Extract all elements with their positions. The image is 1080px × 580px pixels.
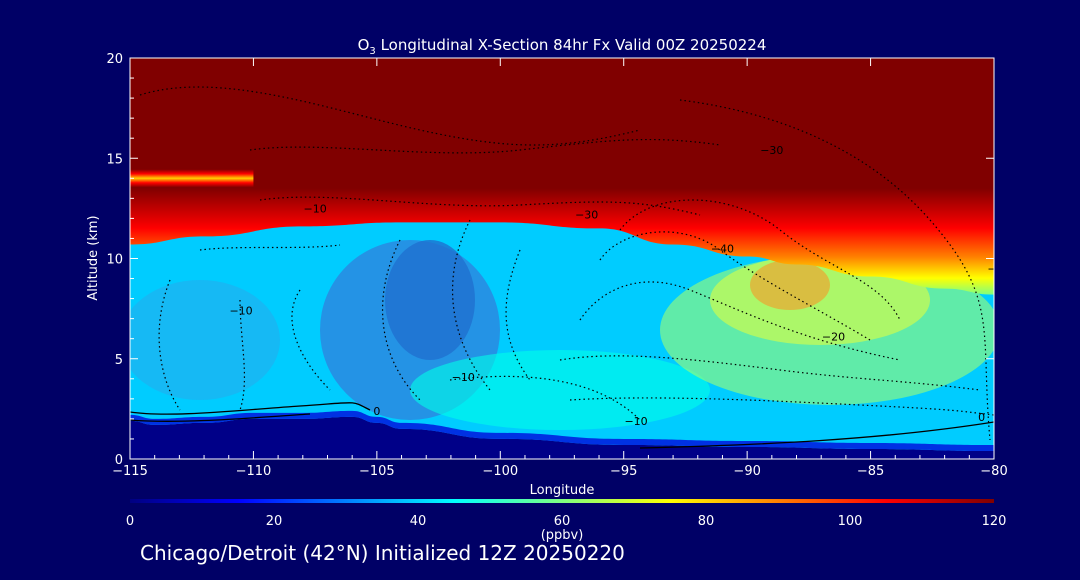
stratosphere-region bbox=[130, 58, 994, 295]
contour-line bbox=[452, 219, 491, 391]
east-orange bbox=[750, 260, 830, 310]
solid-contours bbox=[130, 402, 994, 449]
contour-line bbox=[130, 413, 311, 422]
lower-band bbox=[410, 350, 710, 430]
x-tick-label: −115 bbox=[112, 464, 148, 479]
contour-label: 0 bbox=[978, 411, 985, 424]
colorbar-tick-label: 60 bbox=[554, 514, 571, 529]
contour-line bbox=[259, 196, 701, 216]
x-tick-label: −95 bbox=[610, 464, 637, 479]
x-axis-label: Longitude bbox=[530, 483, 595, 498]
contour-label: −10 bbox=[229, 305, 252, 318]
stratospheric-intrusion bbox=[130, 169, 254, 188]
contour-line bbox=[639, 421, 994, 449]
contour-label: −10 bbox=[987, 263, 1010, 276]
contour-line bbox=[679, 99, 991, 441]
contour-line bbox=[559, 355, 981, 391]
y-tick-label: 10 bbox=[106, 253, 123, 268]
title-text: Longitudinal X-Section 84hr Fx Valid 00Z… bbox=[376, 36, 767, 54]
y-tick-label: 0 bbox=[115, 453, 123, 468]
colorbar-tick-label: 20 bbox=[266, 514, 283, 529]
contour-label: −10 bbox=[452, 371, 475, 384]
y-tick-label: 15 bbox=[106, 152, 123, 167]
contour-label: −10 bbox=[624, 415, 647, 428]
colorbar-tick-label: 80 bbox=[698, 514, 715, 529]
x-tick-label: −90 bbox=[733, 464, 760, 479]
colorbar-tick-label: 40 bbox=[410, 514, 427, 529]
y-tick-label: 20 bbox=[106, 52, 123, 67]
low-ozone-center bbox=[385, 240, 475, 360]
x-tick-label: −105 bbox=[359, 464, 395, 479]
contour-line bbox=[130, 402, 371, 415]
contour-label: −30 bbox=[575, 208, 598, 221]
colorbar-ticks: 0 20 40 60 80 100 120 bbox=[126, 514, 1007, 529]
chart-title: O3 Longitudinal X-Section 84hr Fx Valid … bbox=[358, 36, 767, 57]
contour-label: −30 bbox=[760, 144, 783, 157]
y-tick-label: 5 bbox=[115, 353, 123, 368]
contour-label: 0 bbox=[373, 405, 380, 418]
title-subscript: 3 bbox=[369, 46, 375, 57]
contour-line bbox=[382, 239, 421, 401]
contour-line bbox=[249, 138, 721, 154]
colorbar-tick-label: 100 bbox=[838, 514, 863, 529]
contour-label: −40 bbox=[711, 242, 734, 255]
contour-line bbox=[199, 244, 341, 251]
contour-label: −10 bbox=[304, 202, 327, 215]
contour-line bbox=[158, 279, 181, 411]
contour-label-layer: −10 −10 −10 −10 −30 −30 −40 −20 −10 0 0 bbox=[229, 144, 1010, 428]
colorbar-label: (ppbv) bbox=[541, 528, 584, 543]
terrain-mask bbox=[130, 416, 994, 459]
x-axis: −115 −110 −105 −100 −95 −90 −85 −80 bbox=[112, 58, 1008, 479]
colorbar-tick-label: 120 bbox=[982, 514, 1007, 529]
x-tick-label: −100 bbox=[482, 464, 518, 479]
footer-caption: Chicago/Detroit (42°N) Initialized 12Z 2… bbox=[140, 541, 625, 565]
y-axis: 0 5 10 15 20 bbox=[106, 52, 994, 468]
contour-lines bbox=[139, 86, 994, 441]
title-species: O bbox=[358, 36, 370, 54]
x-tick-label: −110 bbox=[236, 464, 272, 479]
west-region bbox=[130, 280, 280, 400]
contour-line bbox=[619, 199, 901, 321]
x-tick-label: −85 bbox=[857, 464, 884, 479]
x-tick-label: −80 bbox=[980, 464, 1007, 479]
y-axis-label: Altitude (km) bbox=[86, 215, 101, 300]
contour-label: −20 bbox=[822, 331, 845, 344]
boundary-layer-band bbox=[130, 410, 994, 451]
contour-line bbox=[239, 299, 246, 411]
ozone-field bbox=[130, 58, 994, 459]
colorbar-tick-label: 0 bbox=[126, 514, 134, 529]
colorbar bbox=[130, 499, 994, 503]
